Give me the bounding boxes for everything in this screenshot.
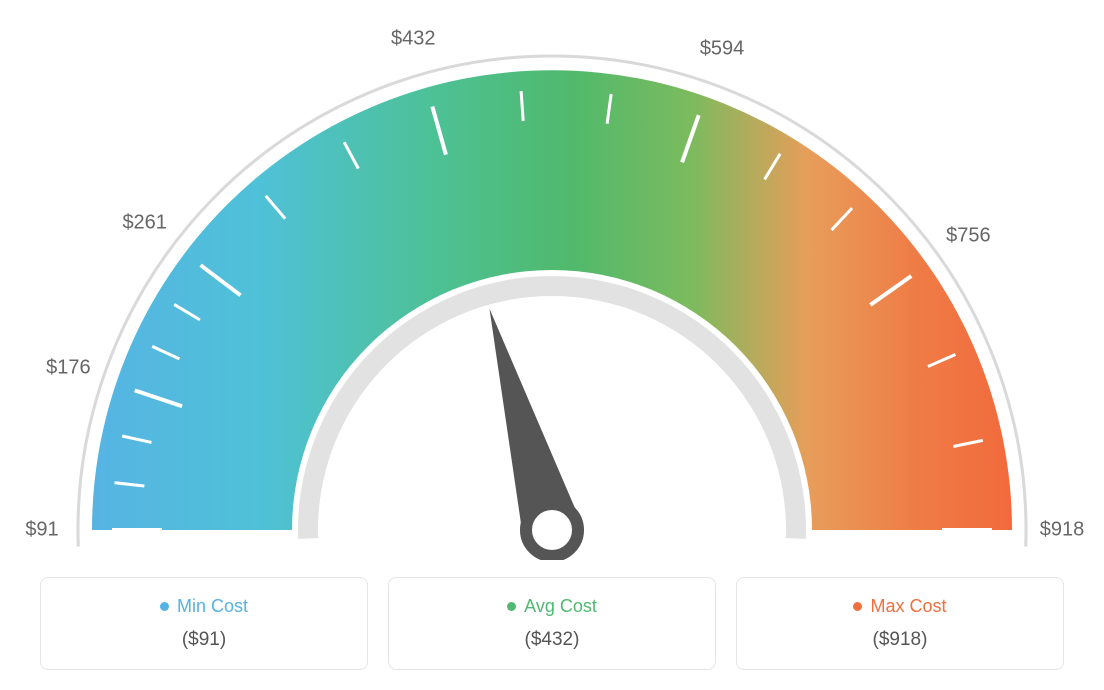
gauge-tick-label: $756	[946, 224, 991, 247]
cost-gauge-chart: $91 $176 $261 $432 $594 $756 $918 Min Cost ($9…	[0, 0, 1104, 690]
legend-title-avg: Avg Cost	[507, 596, 597, 617]
legend-label-min: Min Cost	[177, 596, 248, 617]
legend-row: Min Cost ($91) Avg Cost ($432) Max Cost …	[40, 577, 1064, 670]
gauge-tick-label: $918	[1040, 519, 1085, 542]
legend-card-min: Min Cost ($91)	[40, 577, 368, 670]
gauge-svg	[0, 0, 1104, 560]
legend-label-avg: Avg Cost	[524, 596, 597, 617]
legend-value-max: ($918)	[747, 629, 1053, 651]
legend-dot-max	[853, 602, 862, 611]
legend-title-max: Max Cost	[853, 596, 946, 617]
gauge-tick-label: $432	[391, 28, 436, 51]
gauge-tick-label: $176	[46, 357, 91, 380]
gauge-tick-label: $594	[700, 38, 745, 61]
legend-title-min: Min Cost	[160, 596, 248, 617]
legend-card-avg: Avg Cost ($432)	[388, 577, 716, 670]
gauge-tick-label: $91	[25, 519, 58, 542]
legend-dot-avg	[507, 602, 516, 611]
gauge-tick-label: $261	[122, 212, 167, 235]
legend-card-max: Max Cost ($918)	[736, 577, 1064, 670]
legend-value-min: ($91)	[51, 629, 357, 651]
legend-label-max: Max Cost	[870, 596, 946, 617]
gauge-area: $91 $176 $261 $432 $594 $756 $918	[0, 0, 1104, 560]
legend-value-avg: ($432)	[399, 629, 705, 651]
legend-dot-min	[160, 602, 169, 611]
